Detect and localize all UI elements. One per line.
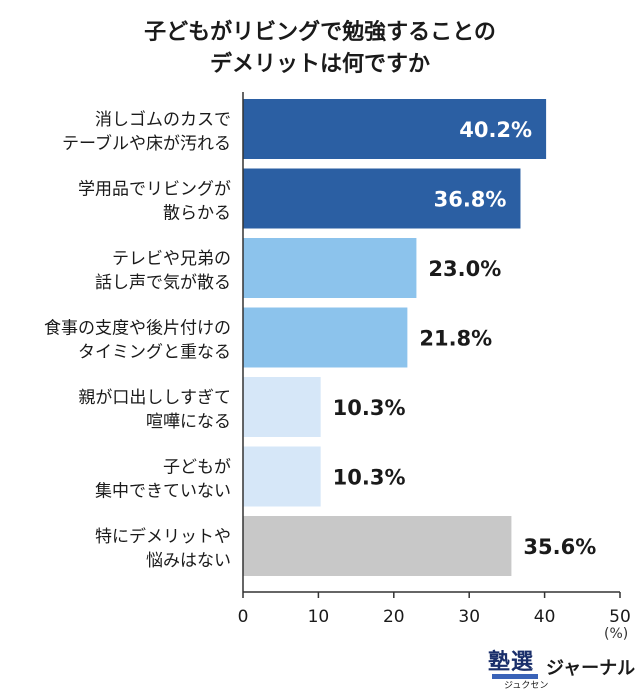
category-label-5-line-2: 喧嘩になる <box>146 412 231 432</box>
bar-2 <box>243 168 521 229</box>
x-axis-unit-label: (%) <box>604 626 629 642</box>
x-tick-label-0: 0 <box>238 607 249 627</box>
value-label-7: 35.6% <box>523 535 596 559</box>
category-label-3-line-2: 話し声で気が散る <box>95 273 231 293</box>
bar-6 <box>243 446 321 507</box>
value-label-4: 21.8% <box>419 327 492 351</box>
x-tick-label-40: 40 <box>534 607 556 627</box>
category-label-4-line-1: 食事の支度や後片付けの <box>44 319 231 339</box>
chart-title-line-2: デメリットは何ですか <box>209 52 430 77</box>
x-tick-label-10: 10 <box>308 607 330 627</box>
bar-4 <box>243 307 408 368</box>
category-label-4-line-2: タイミングと重なる <box>78 343 231 363</box>
value-label-1: 40.2% <box>459 118 532 142</box>
category-label-6-line-1: 子どもが <box>163 458 231 478</box>
category-label-7-line-2: 悩みはない <box>146 551 231 571</box>
brand-logo: 塾選 ジュクセン ジャーナル <box>488 644 638 696</box>
category-label-7-line-1: 特にデメリットや <box>95 526 231 547</box>
value-label-6: 10.3% <box>333 466 406 490</box>
logo-stripe <box>492 674 538 679</box>
x-tick-label-20: 20 <box>383 607 405 627</box>
bar-1 <box>243 99 547 159</box>
bar-7 <box>243 516 512 576</box>
chart-title-line-1: 子どもがリビングで勉強することの <box>144 20 496 45</box>
category-label-6-line-2: 集中できていない <box>95 482 231 502</box>
bar-5 <box>243 377 321 437</box>
logo-ruby: ジュクセン <box>504 681 549 691</box>
bar-3 <box>243 238 417 298</box>
category-label-1-line-2: テーブルや床が汚れる <box>62 133 231 154</box>
category-label-1-line-1: 消しゴムのカスで <box>95 109 231 130</box>
logo-katakana: ジャーナル <box>546 658 636 679</box>
value-label-2: 36.8% <box>434 188 507 212</box>
value-label-3: 23.0% <box>428 257 501 281</box>
category-label-2-line-1: 学用品でリビングが <box>78 180 231 200</box>
category-label-2-line-2: 散らかる <box>163 204 231 224</box>
category-label-3-line-1: テレビや兄弟の <box>112 249 231 269</box>
value-label-5: 10.3% <box>333 396 406 420</box>
x-tick-label-30: 30 <box>458 607 480 627</box>
logo-kanji: 塾選 <box>488 650 535 675</box>
category-label-5-line-1: 親が口出ししすぎて <box>78 388 231 408</box>
x-tick-label-50: 50 <box>609 607 631 627</box>
